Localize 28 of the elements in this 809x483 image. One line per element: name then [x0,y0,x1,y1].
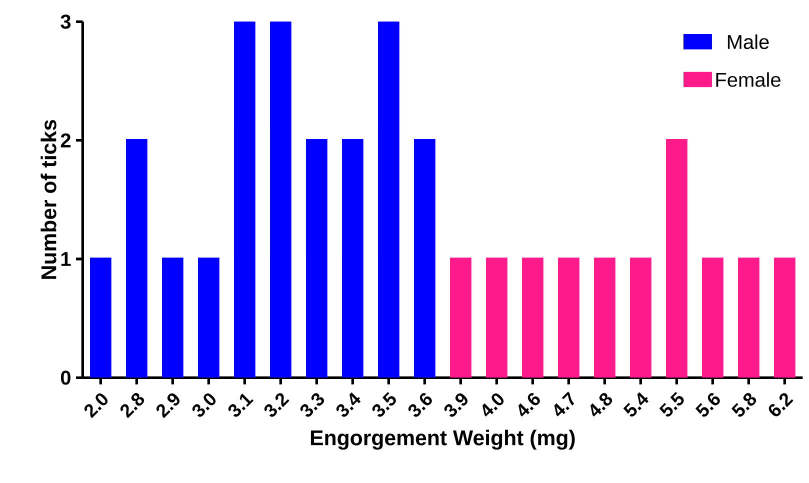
x-tick-label: 5.5 [659,392,684,417]
x-tick-label: 6.2 [768,393,794,416]
x-tick-label: 5.6 [695,393,720,417]
x-axis-title: Engorgement Weight (mg) [310,430,575,450]
x-tick-label: 4.6 [518,393,540,417]
y-axis-title: Number of ticks [40,120,56,279]
x-tick-label: 4.0 [482,393,504,417]
y-tick-label: 2 [60,133,70,148]
x-tick-label: 3.6 [408,393,432,417]
x-tick-label: 2.8 [120,393,144,418]
legend-label: Female [716,72,780,87]
y-tick-label: 0 [60,370,70,385]
x-tick-label: 3.1 [228,394,254,417]
y-tick-label: 3 [60,14,71,29]
x-tick-label: 3.3 [300,393,324,417]
legend-label: Male [728,34,769,50]
x-tick-label: 2.0 [84,393,108,418]
x-tick-label: 4.7 [554,392,574,416]
x-tick-label: 5.4 [623,392,648,417]
x-tick-label: 3.4 [336,392,361,417]
x-tick-label: 2.9 [156,393,180,418]
x-tick-label: 3.9 [444,393,468,417]
y-tick-label: 1 [61,252,71,266]
x-tick-label: 3.5 [372,392,396,417]
x-tick-label: 5.8 [731,393,756,417]
x-tick-label: 3.2 [264,393,290,417]
x-tick-label: 4.8 [590,393,612,417]
x-tick-label: 3.0 [192,393,216,417]
